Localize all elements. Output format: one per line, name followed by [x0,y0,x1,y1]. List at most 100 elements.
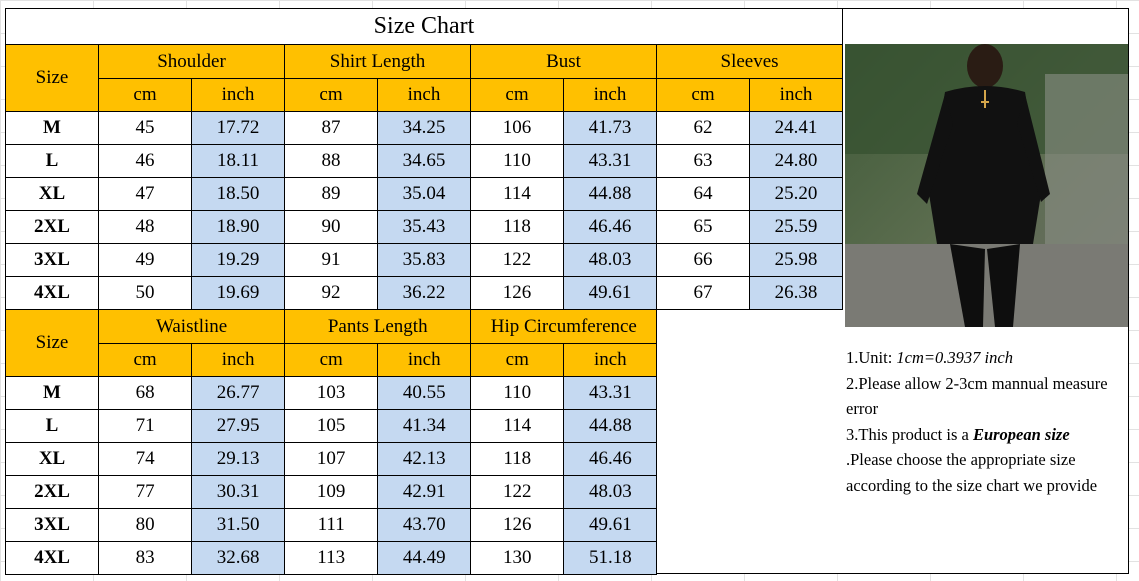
inch-value: 29.13 [191,442,286,476]
cm-value: 92 [284,276,379,310]
inch-value: 26.77 [191,376,286,410]
table-row: 3XL 49 19.29 91 35.83 122 48.03 66 25.98 [5,243,844,277]
size-label: 3XL [5,243,99,277]
note-european-size: 3.This product is a European size .Pleas… [846,424,1098,495]
inch-value: 35.43 [377,210,472,244]
cm-value: 47 [98,177,192,211]
inch-value: 44.88 [563,409,658,443]
size-label: L [4,409,100,443]
inch-value: 17.72 [190,111,286,145]
cm-value: 109 [284,475,379,509]
inch-value: 19.69 [190,276,286,310]
unit-inch-header: inch [191,343,286,377]
inch-value: 24.80 [749,144,844,178]
inch-value: 19.29 [190,243,286,277]
size-label: L [5,144,99,178]
unit-inch-header: inch [377,343,472,377]
inch-value: 49.61 [563,508,658,542]
inch-value: 24.41 [749,111,844,145]
cm-value: 114 [470,177,565,211]
size-label: 4XL [4,541,100,575]
cm-value: 105 [284,409,379,443]
cm-value: 74 [98,442,193,476]
group-header-row: Size Waistline Pants Length Hip Circumferen… [4,309,844,377]
size-label: M [5,111,99,145]
cm-value: 110 [470,144,565,178]
inch-value: 25.20 [749,177,844,211]
size-label: XL [5,177,99,211]
empty-cell [657,443,843,476]
inch-value: 34.25 [377,111,472,145]
model-wearing-outfit-image [845,44,1128,327]
unit-cm-header: cm [470,78,565,112]
inch-value: 51.18 [563,541,658,575]
table-row: M 45 17.72 87 34.25 106 41.73 62 24.41 [5,111,844,145]
table-row: 2XL 77 30.31 109 42.91 122 48.03 [4,475,844,509]
group-header-bust: Bust [470,44,658,79]
cm-value: 91 [284,243,379,277]
group-header-waistline: Waistline [98,309,286,344]
table-row: L 71 27.95 105 41.34 114 44.88 [4,409,844,443]
inch-value: 49.61 [563,276,658,310]
unit-cm-header: cm [470,343,565,377]
group-header-shoulder: Shoulder [97,44,286,79]
inch-value: 34.65 [377,144,472,178]
cm-value: 106 [470,111,565,145]
inch-value: 36.22 [377,276,472,310]
cm-value: 50 [98,276,192,310]
group-header-sleeves: Sleeves [656,44,844,79]
inch-value: 18.90 [190,210,286,244]
size-table-bottom: Size Waistline Pants Length Hip Circumferen… [4,309,844,575]
table-row: 2XL 48 18.90 90 35.43 118 46.46 65 25.59 [5,210,844,244]
inch-value: 46.46 [563,210,658,244]
cm-value: 110 [470,376,565,410]
unit-inch-header: inch [377,78,472,112]
inch-value: 18.50 [190,177,286,211]
inch-value: 41.73 [563,111,658,145]
size-header: Size [5,44,99,112]
inch-value: 35.04 [377,177,472,211]
inch-value: 48.03 [563,243,658,277]
table-row: XL 47 18.50 89 35.04 114 44.88 64 25.20 [5,177,844,211]
cm-value: 48 [98,210,192,244]
inch-value: 41.34 [377,409,472,443]
cm-value: 80 [98,508,193,542]
empty-cell [657,542,843,575]
unit-inch-header: inch [749,78,844,112]
unit-cm-header: cm [98,343,193,377]
cm-value: 68 [98,376,193,410]
inch-value: 25.98 [749,243,844,277]
cm-value: 46 [98,144,192,178]
cm-value: 113 [284,541,379,575]
cm-value: 49 [98,243,192,277]
cm-value: 62 [656,111,751,145]
size-label: XL [4,442,100,476]
inch-value: 43.31 [563,144,658,178]
size-label: 3XL [4,508,100,542]
empty-cell [657,377,843,410]
inch-value: 48.03 [563,475,658,509]
size-label: 2XL [4,475,100,509]
empty-cell [657,410,843,443]
unit-header-row: cm inch cm inch cm inch cm inch [6,78,844,112]
size-label: 4XL [5,276,99,310]
cm-value: 71 [98,409,193,443]
note-measure-error: 2.Please allow 2-3cm mannual measure err… [846,373,1108,419]
note-unit: 1.Unit: 1cm=0.3937 inch [846,348,1013,367]
table-row: 4XL 83 32.68 113 44.49 130 51.18 [4,541,844,575]
inch-value: 43.31 [563,376,658,410]
inch-value: 32.68 [191,541,286,575]
empty-cell [657,476,843,509]
cm-value: 118 [470,442,565,476]
group-header-hip-circumference: Hip Circumference [470,309,658,344]
table-row: L 46 18.11 88 34.65 110 43.31 63 24.80 [5,144,844,178]
inch-value: 46.46 [563,442,658,476]
cm-value: 45 [98,111,192,145]
cm-value: 122 [470,243,565,277]
size-label: M [4,376,100,410]
unit-cm-header: cm [98,78,192,112]
group-header-pants-length: Pants Length [284,309,472,344]
table-row: M 68 26.77 103 40.55 110 43.31 [4,376,844,410]
cm-value: 118 [470,210,565,244]
cm-value: 122 [470,475,565,509]
